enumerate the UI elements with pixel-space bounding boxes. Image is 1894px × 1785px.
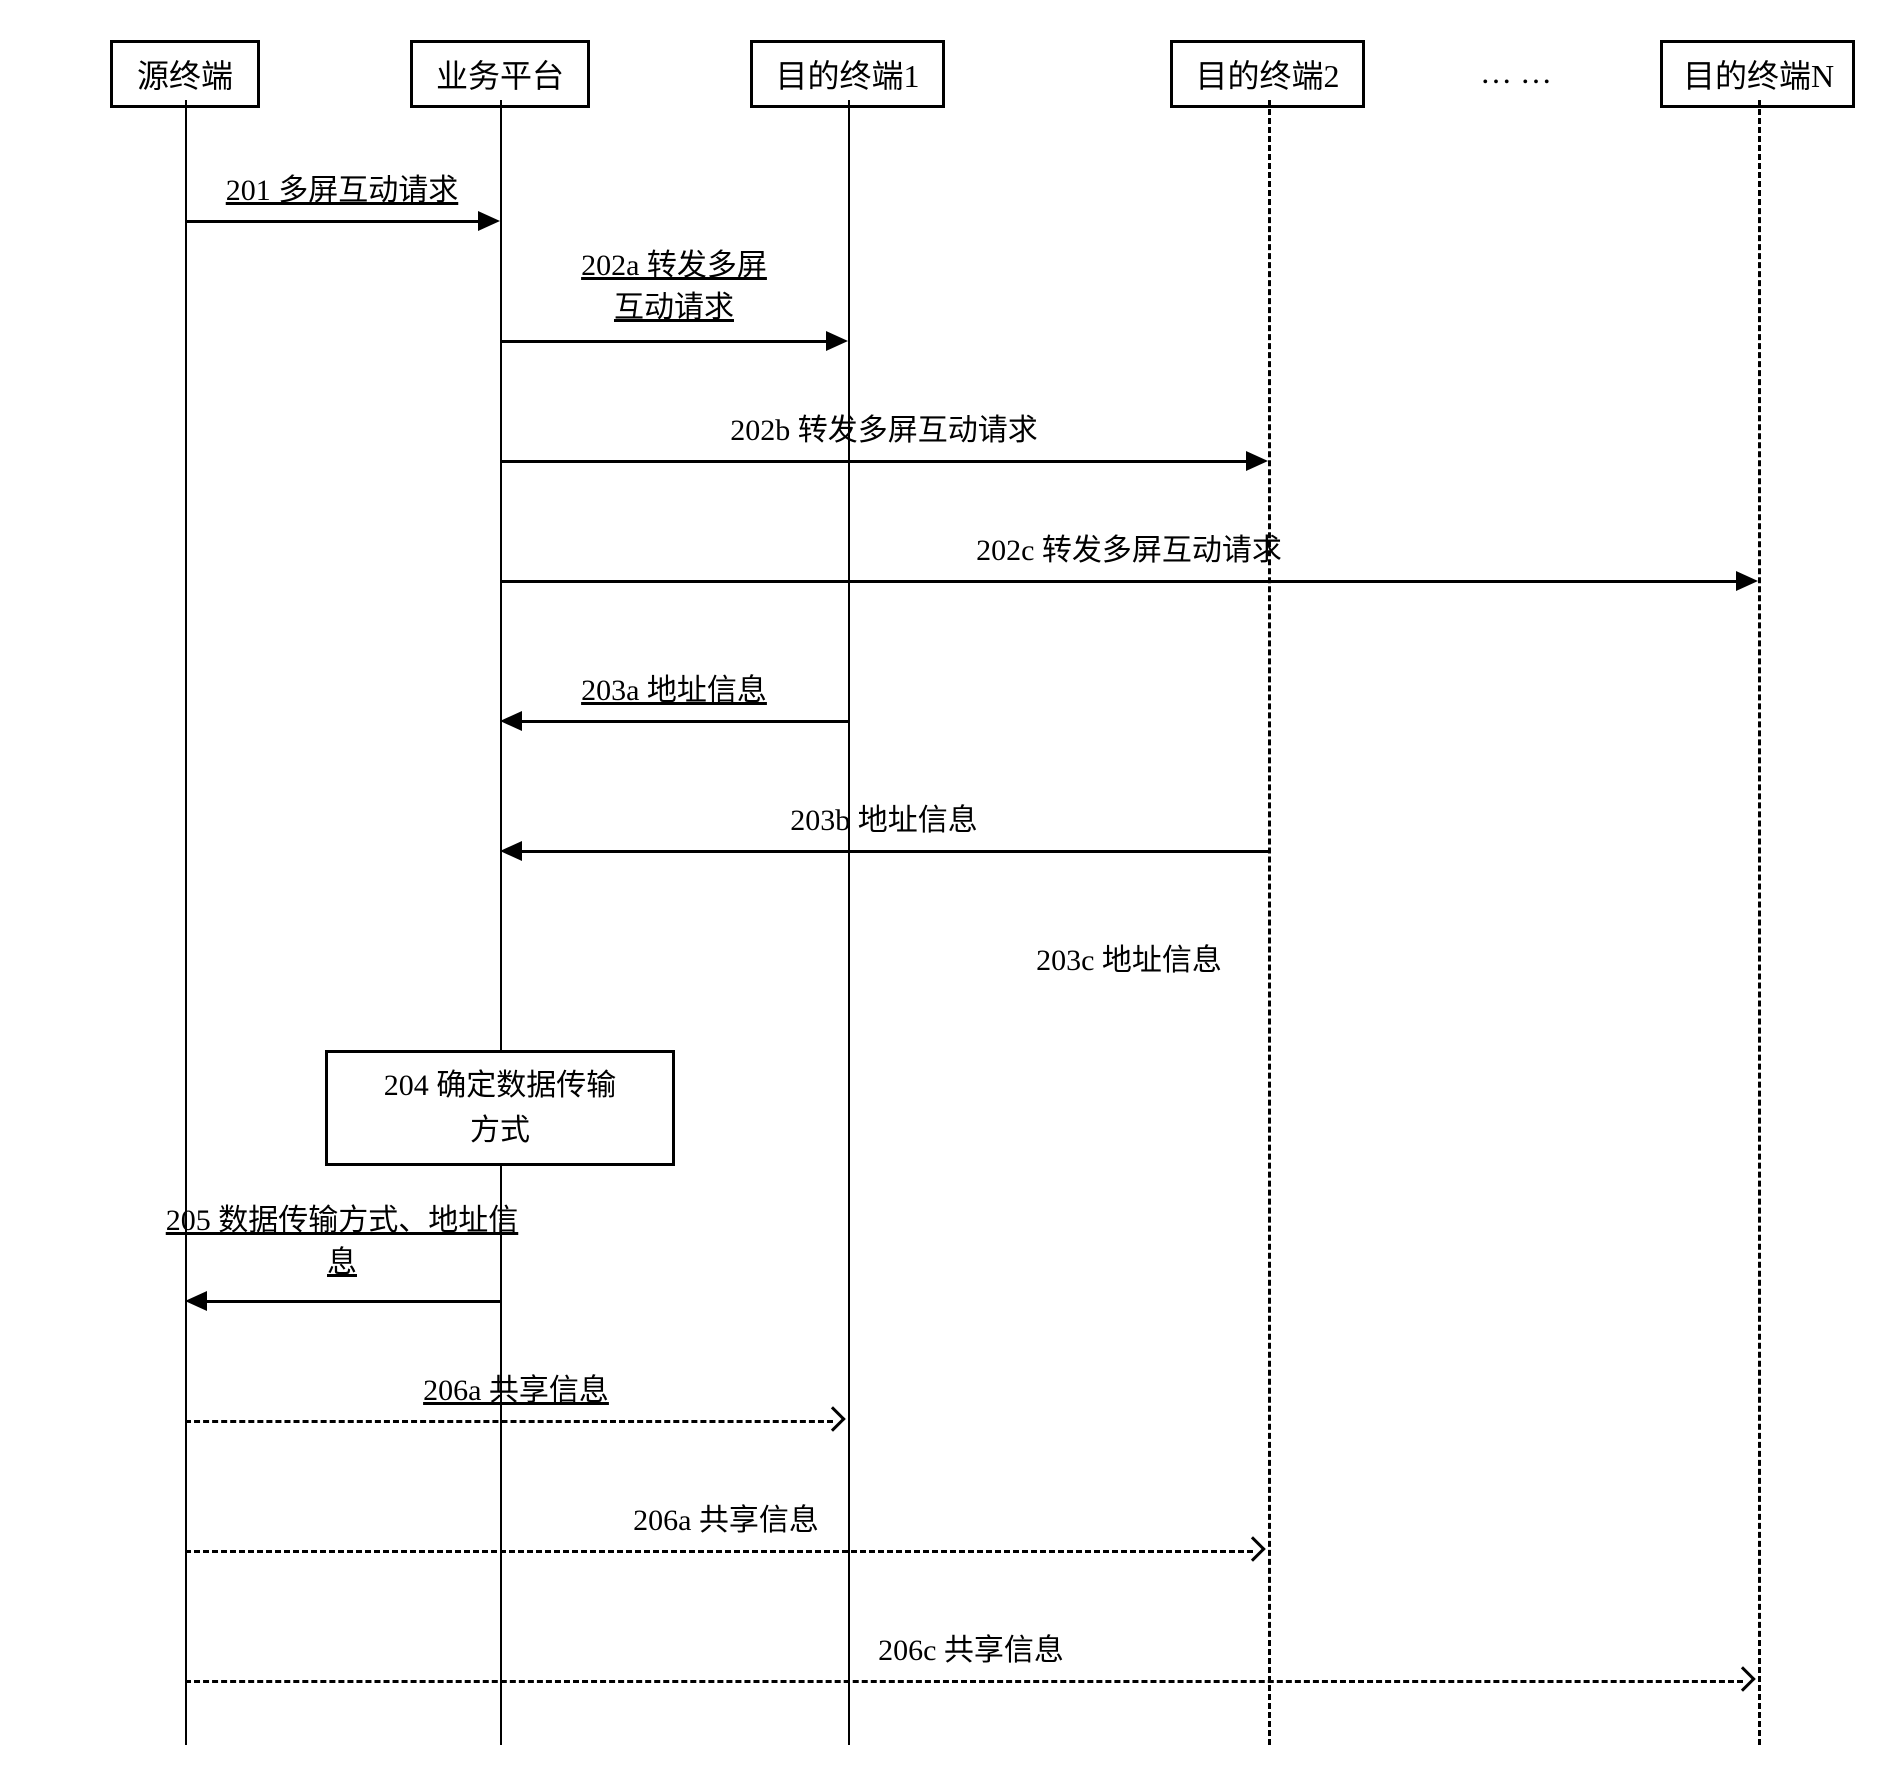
- arrow-head-icon: [185, 1291, 207, 1311]
- arrow-head-icon: [820, 1406, 845, 1431]
- arrow-line: [185, 1420, 833, 1423]
- arrow-head-icon: [1240, 1536, 1265, 1561]
- msg-label: 205 数据传输方式、地址信 息: [166, 1200, 519, 1284]
- participant-plat: 业务平台: [410, 40, 590, 108]
- sequence-diagram: 源终端 业务平台 目的终端1 目的终端2 …… 目的终端N 201 多屏互动请求…: [40, 40, 1854, 1745]
- participant-dstN: 目的终端N: [1660, 40, 1855, 108]
- msg-label: 203a 地址信息: [581, 670, 767, 712]
- arrow-line: [520, 850, 1268, 853]
- msg-label: 203b 地址信息: [790, 800, 978, 842]
- arrow-line: [520, 720, 848, 723]
- participant-dst1: 目的终端1: [750, 40, 945, 108]
- arrow-line: [500, 580, 1738, 583]
- arrow-line: [185, 220, 480, 223]
- msg-label: 206a 共享信息: [423, 1370, 609, 1412]
- ellipsis: ……: [1480, 54, 1560, 91]
- participant-dst2: 目的终端2: [1170, 40, 1365, 108]
- msg-label: 202c 转发多屏互动请求: [976, 530, 1282, 572]
- lifeline-dst2: [1268, 100, 1271, 1745]
- activity-204: 204 确定数据传输 方式: [325, 1050, 675, 1166]
- msg-label: 201 多屏互动请求: [226, 170, 459, 212]
- lifeline-src: [185, 100, 187, 1745]
- arrow-head-icon: [1730, 1666, 1755, 1691]
- arrow-line: [185, 1550, 1253, 1553]
- arrow-head-icon: [1246, 451, 1268, 471]
- arrow-line: [500, 460, 1248, 463]
- participant-label: 目的终端1: [775, 58, 919, 94]
- msg-label: 203c 地址信息: [1036, 940, 1222, 982]
- arrow-line: [500, 340, 828, 343]
- arrow-head-icon: [1736, 571, 1758, 591]
- arrow-line: [205, 1300, 500, 1303]
- lifeline-dst1: [848, 100, 850, 1745]
- arrow-line: [185, 1680, 1743, 1683]
- msg-label: 206c 共享信息: [878, 1630, 1064, 1672]
- participant-src: 源终端: [110, 40, 260, 108]
- arrow-head-icon: [500, 711, 522, 731]
- participant-label: 源终端: [137, 58, 233, 94]
- arrow-head-icon: [478, 211, 500, 231]
- msg-label: 202b 转发多屏互动请求: [730, 410, 1038, 452]
- participant-label: 目的终端N: [1683, 58, 1834, 94]
- participant-label: 目的终端2: [1195, 58, 1339, 94]
- arrow-head-icon: [826, 331, 848, 351]
- arrow-head-icon: [500, 841, 522, 861]
- msg-label: 202a 转发多屏 互动请求: [581, 245, 767, 329]
- participant-label: 业务平台: [436, 58, 564, 94]
- lifeline-dstN: [1758, 100, 1761, 1745]
- lifeline-plat: [500, 100, 502, 1745]
- msg-label: 206a 共享信息: [633, 1500, 819, 1542]
